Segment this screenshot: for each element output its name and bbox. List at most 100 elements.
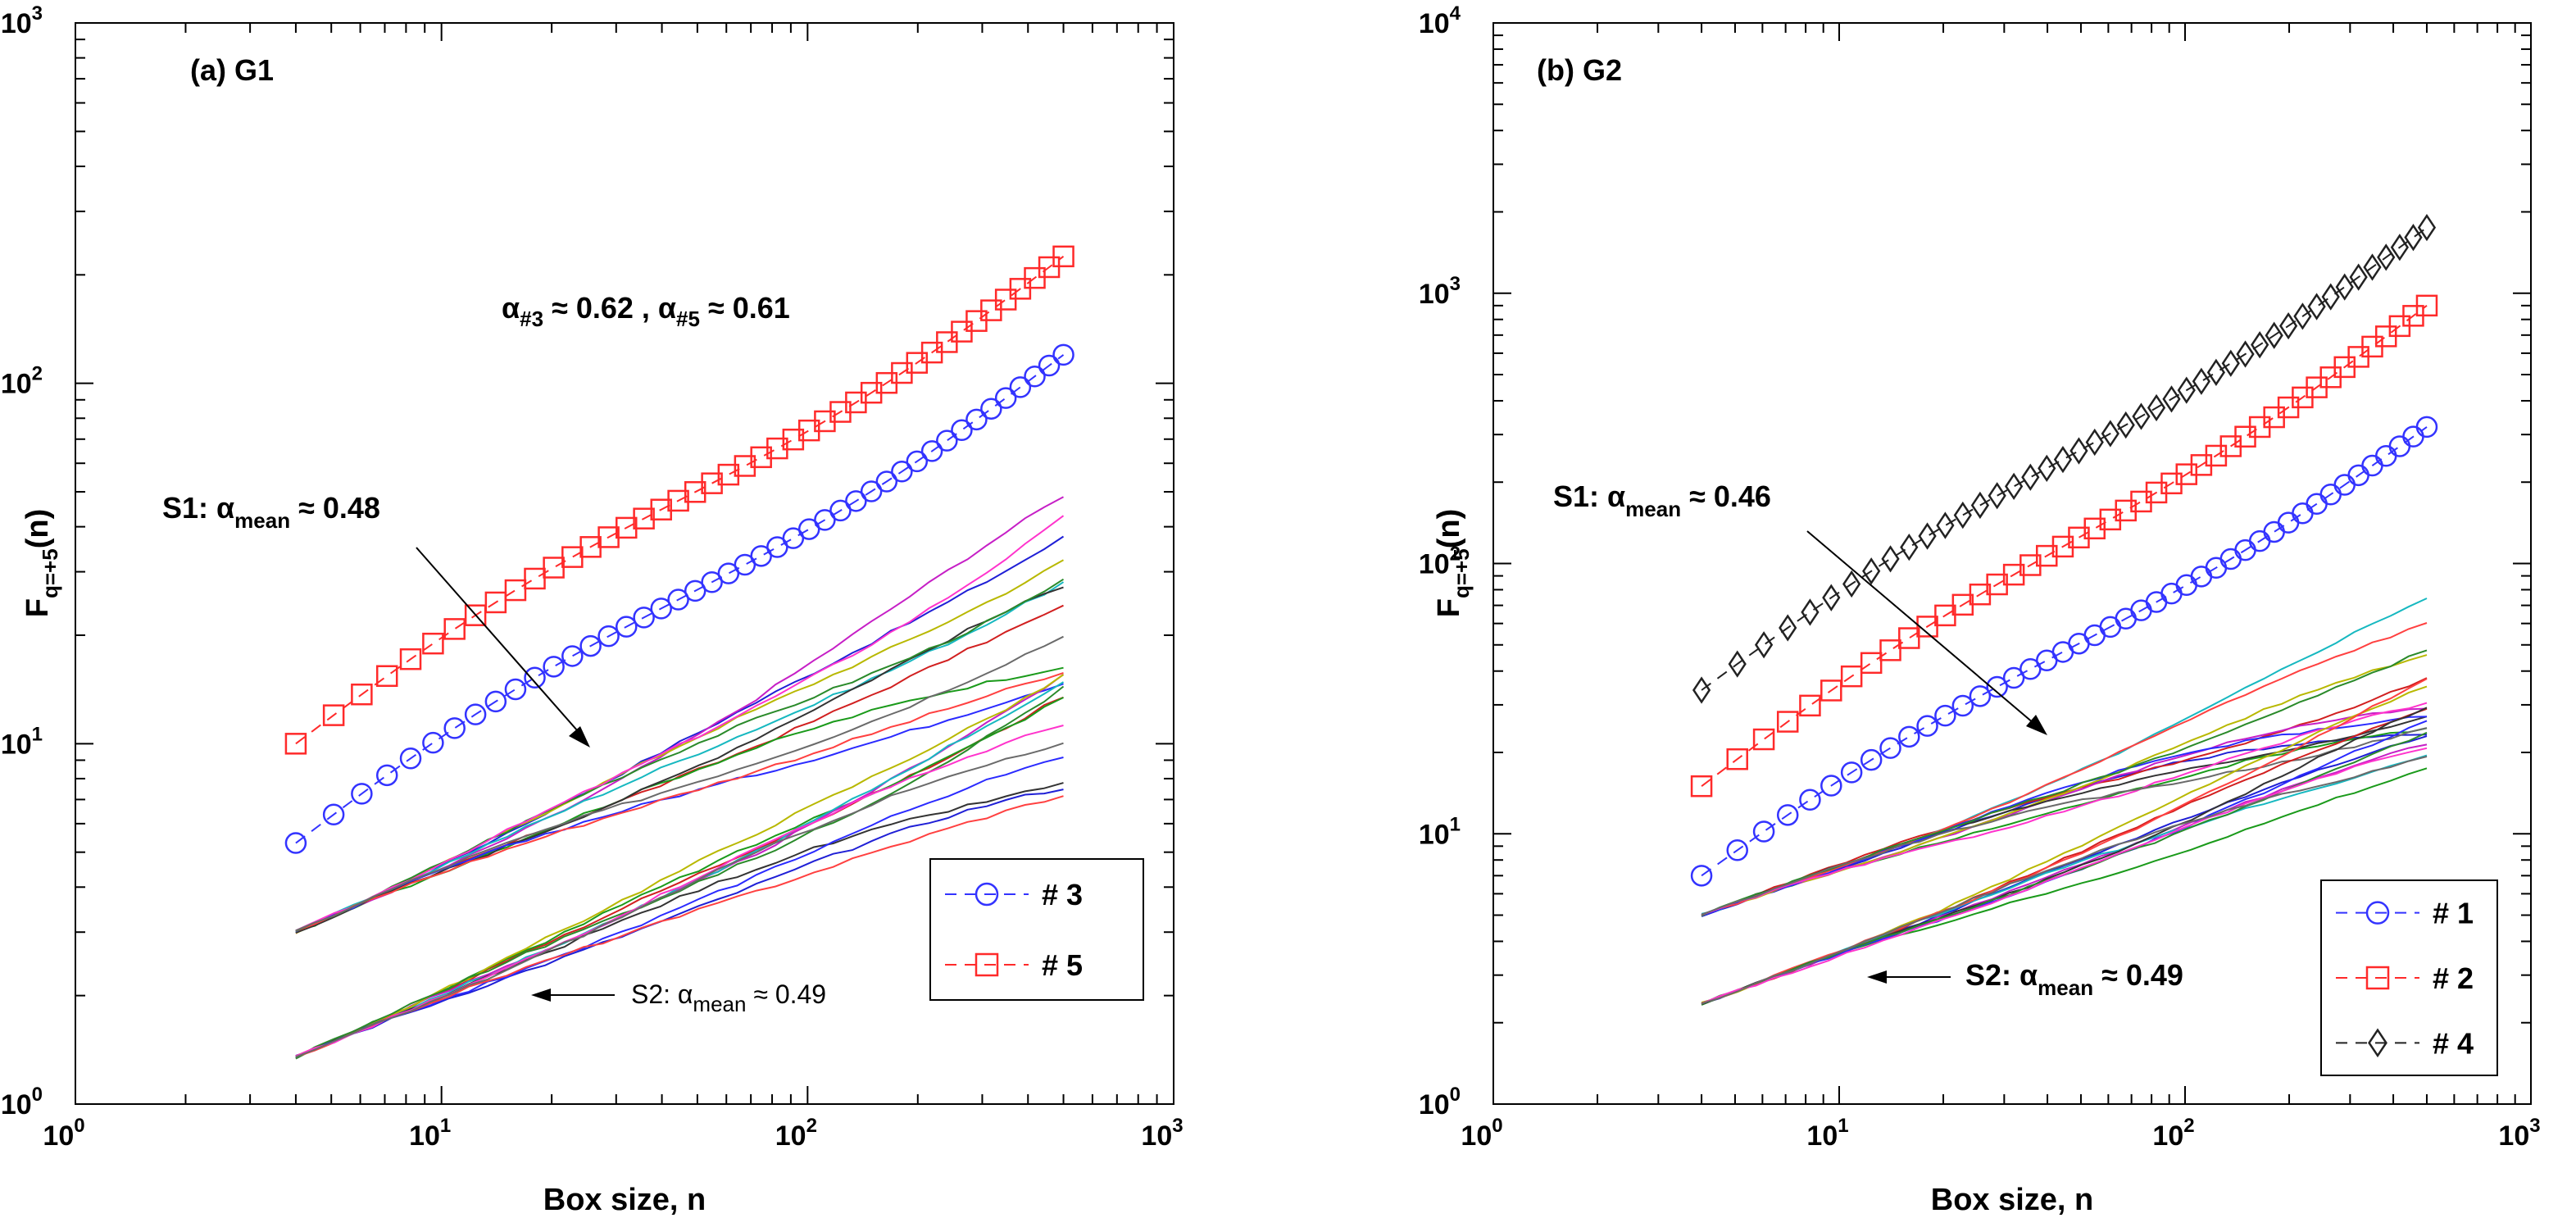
series-point bbox=[322, 803, 345, 826]
series-point bbox=[891, 461, 913, 483]
series-point bbox=[1692, 676, 1711, 704]
series-point bbox=[717, 463, 740, 486]
series-point bbox=[2085, 428, 2104, 457]
series-point bbox=[1801, 598, 1820, 626]
bundle-line-s2 bbox=[1701, 747, 2428, 1005]
series-point bbox=[975, 952, 999, 977]
series-point bbox=[2069, 437, 2088, 465]
series-point bbox=[1879, 737, 1901, 759]
series-point bbox=[1881, 545, 1900, 573]
bundle-line-s1 bbox=[1701, 677, 2428, 916]
series-point bbox=[2363, 253, 2382, 281]
series-point bbox=[464, 604, 487, 626]
series-point bbox=[2349, 263, 2368, 291]
series-point bbox=[1690, 865, 1713, 887]
series-point bbox=[422, 731, 444, 754]
series-point bbox=[1038, 354, 1061, 377]
x-tick-label: 102 bbox=[775, 1115, 817, 1152]
series-point bbox=[2265, 321, 2283, 349]
series-point bbox=[2177, 376, 2196, 404]
series-point bbox=[1799, 694, 1821, 717]
bundle-line-s2 bbox=[295, 795, 1064, 1058]
series-point bbox=[2251, 331, 2269, 359]
x-axis-label-a: Box size, n bbox=[543, 1183, 706, 1217]
bundle-line-s1 bbox=[295, 515, 1065, 932]
y-tick-label: 104 bbox=[1419, 2, 1461, 39]
series-point bbox=[829, 499, 852, 522]
series-point bbox=[2390, 234, 2409, 261]
series-point bbox=[1779, 614, 1797, 642]
series-point bbox=[1752, 728, 1775, 751]
series-point bbox=[2038, 454, 2056, 483]
series-point bbox=[1840, 761, 1863, 784]
x-axis-label-b: Box size, n bbox=[1931, 1183, 2094, 1217]
bundle-line-s1 bbox=[1701, 727, 2428, 916]
bundle-line-s2 bbox=[1701, 707, 2428, 1006]
series-point bbox=[2116, 411, 2135, 439]
series-point bbox=[484, 690, 507, 713]
series-point bbox=[1879, 639, 1901, 661]
x-tick-label: 103 bbox=[1141, 1115, 1183, 1152]
x-tick-label: 100 bbox=[43, 1115, 84, 1152]
series-point bbox=[2335, 273, 2354, 301]
series-point bbox=[2365, 901, 2390, 925]
series-point bbox=[684, 579, 706, 602]
series-point bbox=[814, 509, 836, 531]
series-point bbox=[2221, 349, 2240, 377]
series-point bbox=[375, 764, 398, 787]
series-point bbox=[782, 527, 805, 549]
series-point bbox=[860, 480, 883, 502]
s1-arrow-b bbox=[1806, 530, 2040, 729]
x-tick-label: 100 bbox=[1461, 1115, 1502, 1152]
series-point bbox=[284, 832, 307, 854]
bundle-line-s2 bbox=[295, 674, 1065, 1058]
plot-area-a bbox=[75, 22, 1174, 1105]
series-point bbox=[2277, 511, 2300, 534]
s1-arrow-a bbox=[416, 547, 584, 739]
series-point bbox=[797, 518, 820, 540]
series-point bbox=[2236, 340, 2255, 368]
series-point bbox=[2021, 463, 2040, 491]
x-tick-label: 101 bbox=[409, 1115, 451, 1152]
series-point bbox=[484, 591, 507, 614]
y-tick-label: 101 bbox=[1419, 813, 1461, 850]
series-point bbox=[684, 481, 706, 503]
series-point bbox=[734, 553, 756, 576]
series-point bbox=[351, 683, 373, 706]
panel-b: 100 101 102 103 100 101 102 103 104 (b) G2 S1: α… bbox=[1419, 2, 2541, 1217]
s1-annotation-b: S1: αmean ≈ 0.46 bbox=[1553, 479, 1771, 521]
x-tick-label: 101 bbox=[1806, 1115, 1848, 1152]
series-point bbox=[2415, 294, 2438, 317]
series-point bbox=[2365, 966, 2390, 990]
series-point bbox=[524, 567, 546, 590]
series-point bbox=[443, 717, 466, 739]
series-point bbox=[734, 455, 756, 477]
series-point bbox=[284, 733, 307, 755]
series-point bbox=[2321, 283, 2340, 311]
series-point bbox=[845, 490, 867, 512]
series-point bbox=[1052, 245, 1074, 268]
bundle-line-s2 bbox=[295, 685, 1065, 1060]
series-point bbox=[717, 562, 740, 584]
bundle-line-s1 bbox=[1701, 716, 2428, 917]
bundle-line-s1 bbox=[1701, 734, 2428, 917]
series-point bbox=[1820, 775, 1842, 797]
series-point bbox=[2368, 1028, 2387, 1058]
series-point bbox=[667, 589, 689, 611]
s1-arrowhead-a bbox=[569, 726, 590, 748]
bundle-line-s2 bbox=[295, 725, 1064, 1057]
series-point bbox=[633, 607, 655, 629]
series-point bbox=[322, 704, 345, 726]
series-point bbox=[351, 783, 373, 805]
bundle-line-s1 bbox=[1701, 702, 2428, 916]
panel-label-a: (a) G1 bbox=[190, 53, 274, 87]
series-point bbox=[1842, 570, 1861, 598]
y-tick-label: 100 bbox=[1, 1084, 43, 1120]
series-point bbox=[1752, 820, 1775, 843]
series-point bbox=[1728, 650, 1747, 678]
series-point bbox=[597, 625, 620, 648]
series-line bbox=[1701, 226, 2428, 691]
bundle-line-s2 bbox=[295, 742, 1064, 1058]
series-point bbox=[543, 557, 565, 579]
